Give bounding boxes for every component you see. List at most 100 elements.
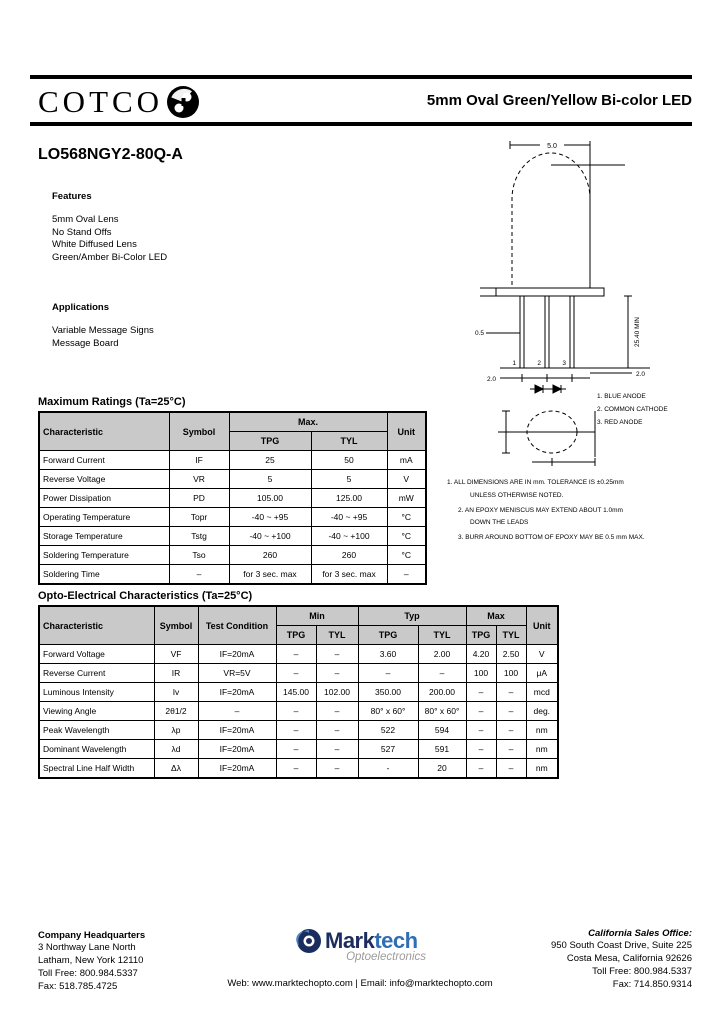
table-cell: -40 ~ +100 [228,526,312,546]
col-header-unit: Unit [386,411,427,451]
dim-lead-space-right: 2.0 [636,371,645,378]
dim-length: 25.40 MIN [634,317,641,347]
table-cell: – [465,682,497,702]
table-cell: IF=20mA [197,682,277,702]
list-item: Toll Free: 800.984.5337 [592,966,692,977]
col-header-test-condition: Test Condition [197,605,277,645]
table-cell: Forward Voltage [38,644,155,664]
table-cell: – [275,720,317,740]
table-cell: – [386,564,427,585]
table-cell: nm [525,720,559,740]
table-row: Soldering Time – for 3 sec. max for 3 sec. … [38,564,427,585]
features-list: 5mm Oval Lens No Stand Offs White Diffused… [52,214,167,264]
table-cell: λp [153,720,199,740]
table-cell: 80° x 60° [357,701,419,721]
table-row: Forward Voltage VF IF=20mA – –3.60 2.00 4.20 2.… [38,644,559,664]
table-cell: Forward Current [38,450,170,470]
logo-text-mark: Mark [325,928,375,953]
table-cell: – [465,720,497,740]
col-header-characteristic: Characteristic [38,605,155,645]
list-item: 3 Northway Lane North [38,942,136,953]
table-cell: PD [168,488,230,508]
table-cell: – [197,701,277,721]
table-cell: Reverse Current [38,663,155,683]
col-header-max: Max [465,605,527,626]
table-cell: 594 [417,720,467,740]
table-cell: VR [168,469,230,489]
table-row: Soldering Temperature Tso 260 260 °C [38,545,427,565]
table-cell: – [465,758,497,779]
list-item: Toll Free: 800.984.5337 [38,968,138,979]
table-cell: 522 [357,720,419,740]
table-cell: 3.60 [357,644,419,664]
pin-label-1: 1 [512,360,516,367]
table-cell: -40 ~ +100 [310,526,388,546]
header-top-rule [30,75,692,79]
col-header-max: Max. [228,411,388,432]
table-cell: – [465,701,497,721]
table-cell: – [315,758,359,779]
legend-line: 1. BLUE ANODE [597,393,646,400]
col-header-tpg: TPG [275,625,317,645]
table-cell: VF [153,644,199,664]
table-cell: VR=5V [197,663,277,683]
table-cell: – [275,663,317,683]
table-cell: for 3 sec. max [228,564,312,585]
web-email-line[interactable]: Web: www.marktechopto.com | Email: info@… [227,978,493,989]
applications-heading: Applications [52,302,110,313]
applications-list: Variable Message Signs Message Board [52,325,154,350]
max-ratings-body: Forward Current IF 25 50 mA Reverse Voltage VR… [38,450,427,585]
table-cell: for 3 sec. max [310,564,388,585]
table-cell: λd [153,739,199,759]
table-cell: mcd [525,682,559,702]
table-cell: Δλ [153,758,199,779]
table-cell: IR [153,663,199,683]
logo-text-tech: tech [374,928,418,953]
legend-line: 3. RED ANODE [597,419,643,426]
table-cell: – [495,701,527,721]
brand-logo: COTCO [38,84,201,120]
table-cell: 105.00 [228,488,312,508]
marktech-logo: Marktech Optoelectronics [296,928,426,963]
table-cell: – [275,644,317,664]
table-cell: V [525,644,559,664]
table-cell: Soldering Temperature [38,545,170,565]
table-cell: – [495,758,527,779]
brand-wordmark: COTCO [38,84,164,119]
table-row: Reverse Current IR VR=5V – – – –100 100 μA [38,663,559,683]
california-office-block: California Sales Office: 950 South Coast… [452,928,692,991]
logo-subtitle: Optoelectronics [346,951,426,963]
table-cell: IF=20mA [197,739,277,759]
table-cell: Viewing Angle [38,701,155,721]
table-cell: – [315,663,359,683]
col-header-tpg: TPG [228,431,312,451]
table-cell: °C [386,507,427,527]
table-cell: – [465,739,497,759]
dim-top-width: 5.0 [547,143,557,150]
table-cell: Peak Wavelength [38,720,155,740]
list-item: 950 South Coast Drive, Suite 225 [550,940,692,951]
header-bottom-rule [30,122,692,126]
note-line: 2. AN EPOXY MENISCUS MAY EXTEND ABOUT 1.… [458,507,623,514]
table-cell: 2.50 [495,644,527,664]
table-row: Forward Current IF 25 50 mA [38,450,427,470]
legend-line: 2. COMMON CATHODE [597,406,668,413]
table-cell: – [495,720,527,740]
table-cell: 5 [228,469,312,489]
table-cell: mW [386,488,427,508]
table-row: Power Dissipation PD 105.00 125.00 mW [38,488,427,508]
part-number: LO568NGY2-80Q-A [38,146,183,163]
table-row: Reverse Voltage VR 5 5 V [38,469,427,489]
table-cell: V [386,469,427,489]
table-cell: IF [168,450,230,470]
note-line: DOWN THE LEADS [470,519,529,526]
table-cell: Power Dissipation [38,488,170,508]
col-header-tyl: TYL [310,431,388,451]
col-header-min: Min [275,605,359,626]
table-cell: 20 [417,758,467,779]
page-title: 5mm Oval Green/Yellow Bi-color LED [426,92,692,109]
table-cell: 100 [465,663,497,683]
table-cell: mA [386,450,427,470]
list-item: Variable Message Signs [52,325,154,336]
opto-table: Characteristic Symbol Test Condition Min… [38,605,560,779]
